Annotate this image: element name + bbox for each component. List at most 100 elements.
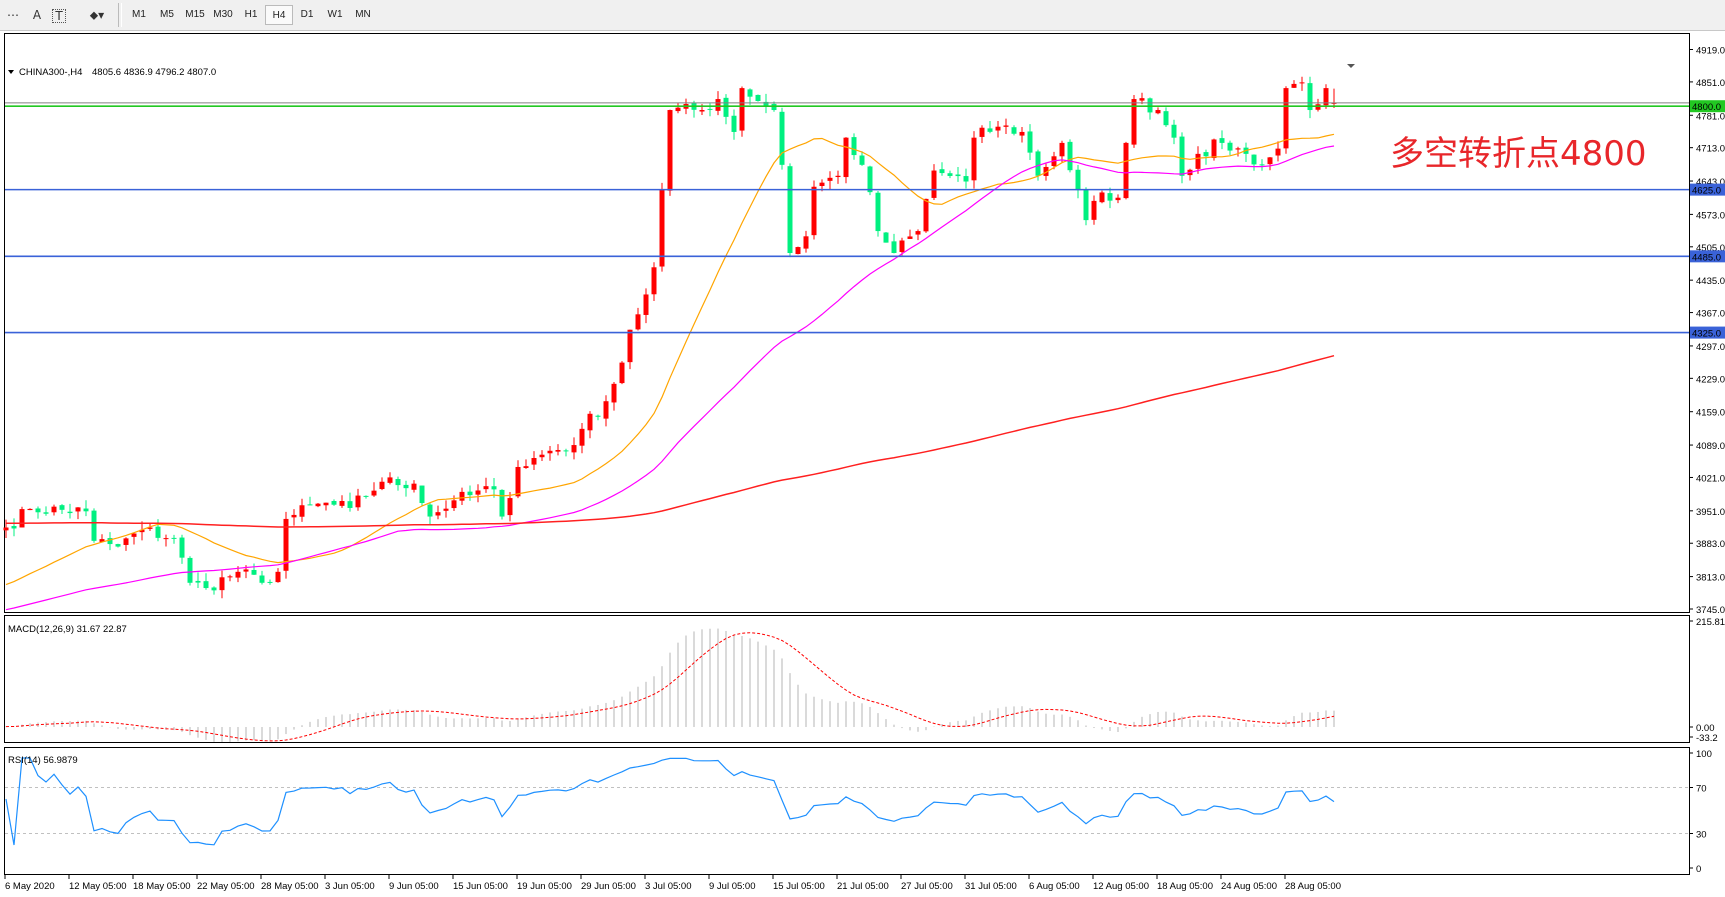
candle bbox=[227, 574, 233, 582]
candle-body bbox=[875, 192, 881, 232]
candle bbox=[835, 170, 841, 184]
candle-body bbox=[955, 174, 961, 177]
macd-axis-label: 0.00 bbox=[1696, 723, 1715, 734]
candle bbox=[211, 586, 217, 595]
period-separator-icon[interactable]: ⋯ bbox=[7, 8, 19, 22]
text-icon[interactable]: A bbox=[32, 8, 42, 22]
candle bbox=[1115, 194, 1121, 204]
timeframe-h1-button[interactable]: H1 bbox=[244, 9, 258, 20]
candle bbox=[435, 505, 441, 520]
candle-body bbox=[1043, 166, 1049, 176]
candle-body bbox=[675, 107, 681, 112]
candle bbox=[155, 519, 161, 542]
candle-body bbox=[219, 577, 225, 591]
candle bbox=[475, 484, 481, 503]
main-panel-frame bbox=[4, 33, 1690, 613]
candle-body bbox=[291, 514, 297, 518]
candle bbox=[963, 168, 969, 189]
candle-body bbox=[3, 527, 9, 531]
candle bbox=[1235, 146, 1241, 157]
candle-body bbox=[171, 537, 177, 539]
timeframe-m1-button[interactable]: M1 bbox=[132, 9, 146, 20]
candle bbox=[187, 556, 193, 586]
candle-body bbox=[347, 501, 353, 508]
timeframe-m15-button[interactable]: M15 bbox=[185, 9, 205, 20]
time-axis-label: 15 Jun 05:00 bbox=[453, 881, 508, 892]
candle-body bbox=[387, 477, 393, 483]
candle-body bbox=[115, 544, 121, 547]
candle-body bbox=[1179, 136, 1185, 176]
text-label-icon[interactable]: T bbox=[52, 9, 66, 23]
candle-body bbox=[147, 527, 153, 529]
candle bbox=[107, 532, 113, 551]
candle bbox=[931, 164, 937, 201]
candle bbox=[307, 496, 313, 506]
candle-body bbox=[123, 538, 129, 545]
candle bbox=[891, 233, 897, 254]
candle bbox=[427, 502, 433, 525]
candle bbox=[571, 437, 577, 460]
candle bbox=[147, 523, 153, 532]
candle-body bbox=[1195, 153, 1201, 169]
candle-body bbox=[659, 189, 665, 267]
candle-body bbox=[315, 503, 321, 507]
candle-body bbox=[1171, 124, 1177, 138]
candle bbox=[379, 477, 385, 491]
candle-body bbox=[507, 498, 513, 516]
candle-body bbox=[1115, 197, 1121, 201]
candle bbox=[203, 573, 209, 590]
candle bbox=[195, 572, 201, 589]
candle-body bbox=[451, 500, 457, 509]
price-axis-label: 4297.0 bbox=[1696, 342, 1725, 353]
price-axis-label: 4573.0 bbox=[1696, 210, 1725, 221]
candle-body bbox=[627, 329, 633, 363]
candle-body bbox=[1139, 98, 1145, 101]
candle bbox=[619, 361, 625, 385]
candle bbox=[27, 508, 33, 511]
chart-area[interactable]: 4919.0 4851.0 4781.0 4713.0 4643.0 4573.0 4505… bbox=[0, 31, 1725, 897]
candle-body bbox=[571, 445, 577, 453]
candle bbox=[459, 487, 465, 505]
candle-body bbox=[1147, 98, 1153, 113]
candle-body bbox=[595, 415, 601, 417]
candle-body bbox=[19, 509, 25, 528]
candle-body bbox=[59, 505, 65, 510]
candle-body bbox=[275, 571, 281, 583]
candle bbox=[939, 162, 945, 176]
candle bbox=[411, 480, 417, 493]
candle-body bbox=[931, 170, 937, 198]
arrows-icon[interactable]: ⬥▾ bbox=[89, 8, 105, 22]
timeframe-m5-button[interactable]: M5 bbox=[160, 9, 174, 20]
candle-body bbox=[547, 450, 553, 454]
candle bbox=[507, 491, 513, 522]
timeframe-d1-button[interactable]: D1 bbox=[300, 9, 314, 20]
level-price-tag bbox=[1690, 250, 1725, 263]
candle bbox=[1059, 140, 1065, 163]
candle bbox=[1003, 118, 1009, 134]
candle bbox=[843, 137, 849, 184]
time-axis-label: 28 Aug 05:00 bbox=[1285, 881, 1341, 892]
candle bbox=[1275, 141, 1281, 162]
candle bbox=[35, 506, 41, 519]
candle-body bbox=[907, 236, 913, 239]
timeframe-h4-button[interactable]: H4 bbox=[265, 5, 293, 25]
price-axis-label: 4435.0 bbox=[1696, 276, 1725, 287]
rsi-axis-label: 30 bbox=[1696, 830, 1707, 841]
candle-body bbox=[1283, 88, 1289, 149]
timeframe-m30-button[interactable]: M30 bbox=[213, 9, 233, 20]
candle bbox=[1195, 146, 1201, 174]
candle-body bbox=[1203, 152, 1209, 157]
timeframe-w1-button[interactable]: W1 bbox=[327, 9, 343, 20]
candle bbox=[91, 508, 97, 543]
timeframe-mn-button[interactable]: MN bbox=[355, 9, 371, 20]
chart-shift-marker bbox=[1347, 64, 1355, 68]
candle bbox=[563, 448, 569, 457]
candle-body bbox=[27, 508, 33, 511]
price-axis-label: 3813.0 bbox=[1696, 573, 1725, 584]
candle bbox=[787, 163, 793, 258]
candle-body bbox=[827, 177, 833, 181]
candle-body bbox=[283, 518, 289, 571]
price-axis-label: 4505.0 bbox=[1696, 243, 1725, 254]
candle bbox=[259, 570, 265, 585]
candle bbox=[1099, 190, 1105, 204]
